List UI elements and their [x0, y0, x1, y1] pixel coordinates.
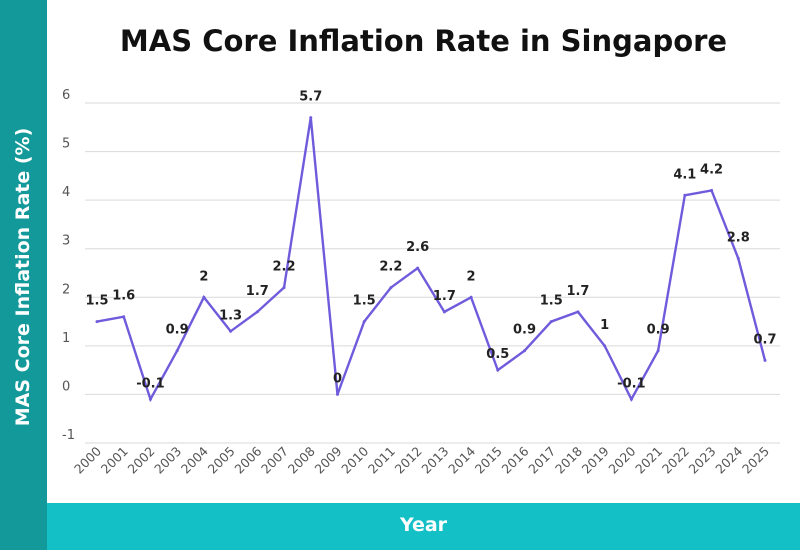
data-point [442, 310, 446, 314]
y-tick-label: 5 [62, 137, 70, 152]
y-tick-label: -1 [62, 428, 75, 443]
data-label: 4.2 [700, 162, 723, 177]
data-point [362, 320, 366, 324]
data-point [309, 116, 313, 120]
x-tick-label: 2013 [418, 444, 451, 477]
data-point [683, 193, 687, 197]
x-tick-label: 2003 [151, 444, 184, 477]
x-tick-label: 2004 [178, 443, 211, 476]
y-axis-label-band: MAS Core Inflation Rate (%) [0, 0, 47, 550]
y-tick-labels: -1 0 1 2 3 4 5 6 [62, 88, 75, 443]
x-axis-label: Year [399, 514, 448, 536]
x-tick-label: 2023 [686, 444, 719, 477]
data-label: 0.9 [166, 323, 189, 338]
data-label: 1.5 [85, 294, 108, 309]
data-label: 5.7 [299, 90, 322, 105]
x-tick-label: 2012 [392, 444, 425, 477]
data-label: 1.7 [566, 284, 589, 299]
x-tick-label: 2000 [71, 443, 104, 476]
x-tick-label: 2005 [205, 444, 238, 477]
data-point [656, 349, 660, 353]
x-tick-label: 2014 [445, 443, 478, 476]
data-label: 1.6 [112, 289, 135, 304]
y-tick-label: 1 [62, 331, 70, 346]
data-point [549, 320, 553, 324]
x-tick-label: 2009 [311, 443, 344, 476]
data-labels: 1.5 1.6 -0.1 0.9 2 1.3 1.7 2.2 5.7 0 1.5 2.2 2.6 1.7 2… [85, 90, 776, 392]
y-tick-label: 3 [62, 234, 70, 249]
data-label: 0.5 [486, 347, 509, 362]
data-point [335, 392, 339, 396]
x-tick-label: 2022 [659, 444, 692, 477]
x-tick-label: 2015 [472, 444, 505, 477]
data-label: 0 [333, 371, 342, 386]
data-label: 2 [199, 269, 208, 284]
x-tick-label: 2006 [231, 443, 264, 476]
data-label: 0.9 [647, 323, 670, 338]
data-point [576, 310, 580, 314]
data-point [629, 397, 633, 401]
data-label: 1.7 [433, 289, 456, 304]
x-tick-label: 2002 [124, 444, 157, 477]
x-tick-label: 2011 [365, 444, 398, 477]
x-tick-labels: 2000200120022003200420052006200720082009… [71, 443, 772, 476]
x-tick-label: 2016 [499, 443, 532, 476]
data-point [763, 358, 767, 362]
y-tick-label: 0 [62, 379, 70, 394]
data-point [496, 368, 500, 372]
x-axis-label-band: Year [47, 503, 800, 550]
y-tick-label: 6 [62, 88, 70, 103]
chart-title: MAS Core Inflation Rate in Singapore [119, 24, 728, 58]
series-line [96, 117, 767, 403]
data-label: 1 [600, 318, 609, 333]
data-point [710, 188, 714, 192]
data-label: 2.2 [273, 260, 296, 275]
x-tick-label: 2024 [712, 443, 745, 476]
y-tick-label: 2 [62, 282, 70, 297]
data-point [202, 295, 206, 299]
x-tick-label: 2020 [605, 443, 638, 476]
data-label: 2.8 [727, 230, 750, 245]
data-label: 1.5 [353, 294, 376, 309]
data-point [736, 256, 740, 260]
x-tick-label: 2018 [552, 443, 585, 476]
data-point [416, 266, 420, 270]
data-label: 2 [467, 269, 476, 284]
x-tick-label: 2010 [338, 443, 371, 476]
data-point [229, 329, 233, 333]
data-label: 0.7 [753, 332, 776, 347]
data-label: 1.3 [219, 308, 242, 323]
data-label: 1.5 [540, 294, 563, 309]
y-tick-label: 4 [62, 185, 70, 200]
data-label: 2.2 [379, 260, 402, 275]
data-label: -0.1 [617, 376, 645, 391]
x-tick-label: 2001 [98, 444, 131, 477]
x-tick-label: 2008 [285, 443, 318, 476]
data-label: 1.7 [246, 284, 269, 299]
data-point [175, 349, 179, 353]
data-label: -0.1 [136, 376, 164, 391]
x-tick-label: 2019 [579, 443, 612, 476]
data-label: 2.6 [406, 240, 429, 255]
data-point [523, 349, 527, 353]
x-tick-label: 2017 [525, 444, 558, 477]
gridlines [85, 102, 780, 444]
data-point [389, 286, 393, 290]
x-tick-label: 2025 [739, 444, 772, 477]
data-points [95, 116, 767, 401]
data-point [255, 310, 259, 314]
data-point [469, 295, 473, 299]
data-label: 4.1 [673, 167, 696, 182]
data-point [282, 286, 286, 290]
data-point [603, 344, 607, 348]
data-point [122, 315, 126, 319]
data-point [95, 320, 99, 324]
data-point [148, 397, 152, 401]
data-label: 0.9 [513, 323, 536, 338]
x-tick-label: 2021 [632, 444, 665, 477]
x-tick-label: 2007 [258, 444, 291, 477]
